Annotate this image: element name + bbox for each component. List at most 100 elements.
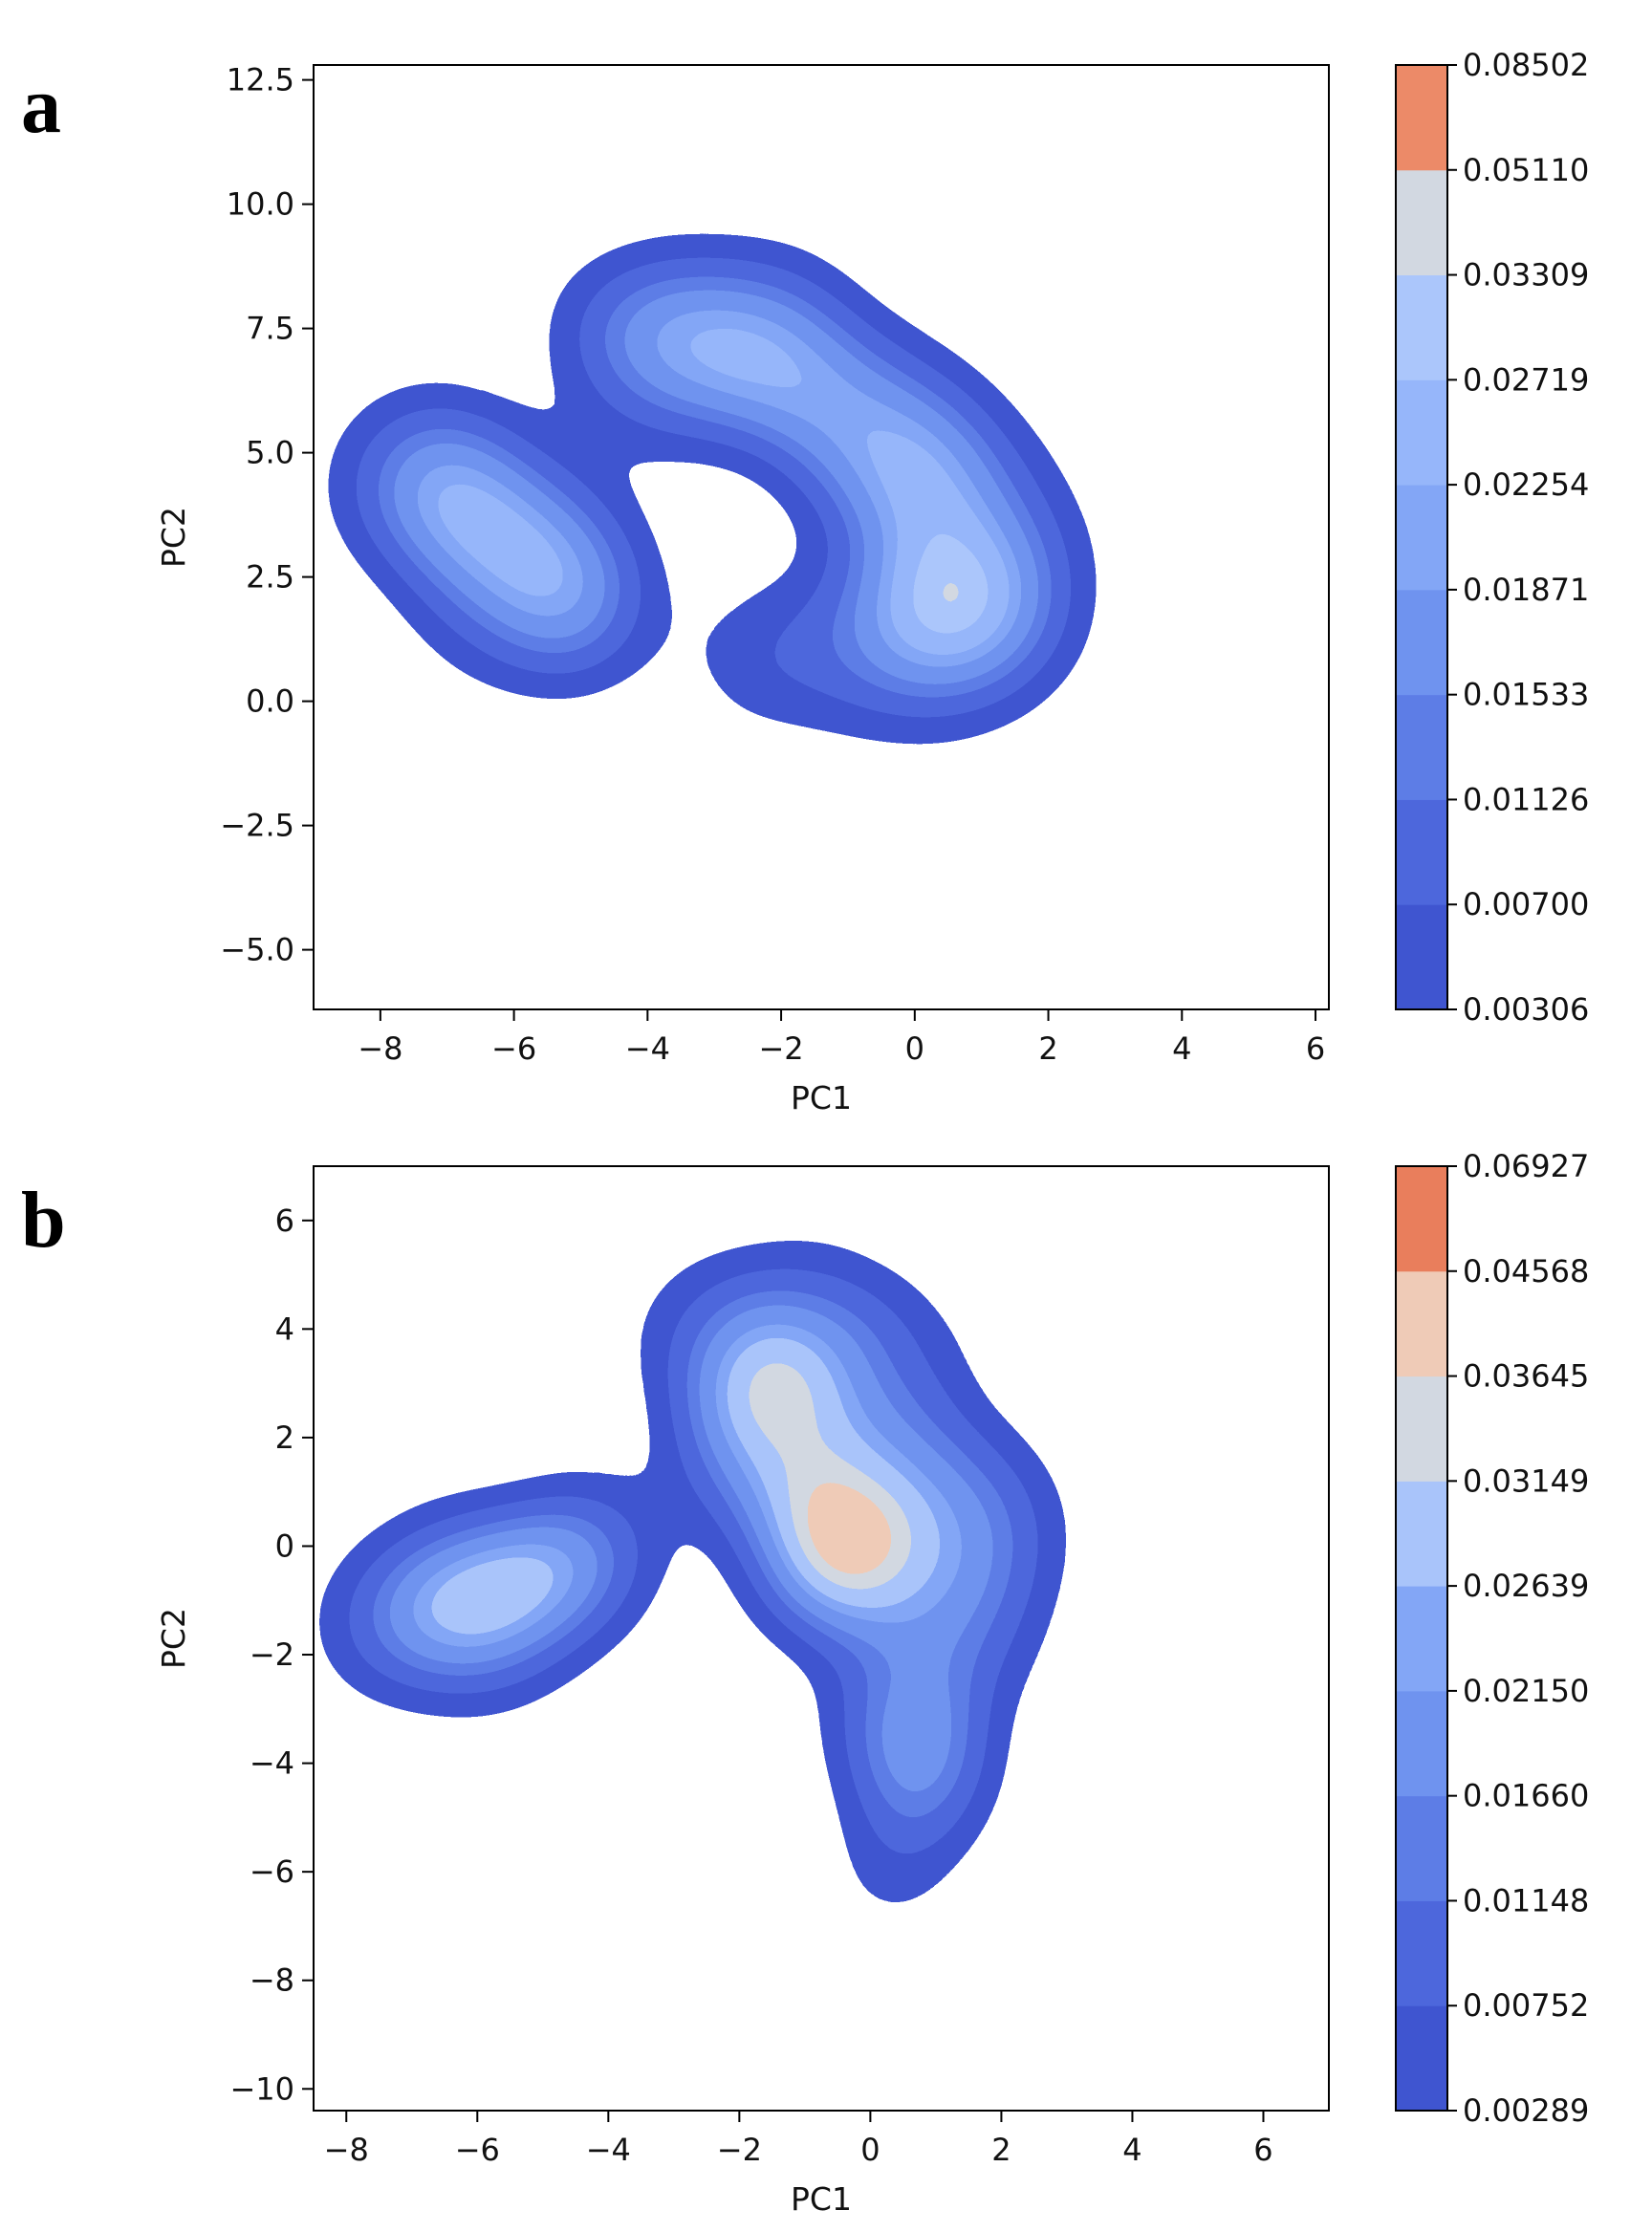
- x-tick-label: 2: [1038, 1030, 1057, 1067]
- y-tick-label: 10.0: [227, 186, 294, 223]
- colorbar-swatch: [1396, 2005, 1447, 2112]
- peak-main-b: [792, 1491, 897, 1606]
- y-tick-label: 2.5: [246, 559, 294, 596]
- colorbar-level-label: 0.02150: [1463, 1673, 1589, 1709]
- plot-frame-b: [313, 1165, 1330, 2112]
- x-tick-label: −4: [586, 2132, 631, 2168]
- x-tick-label: −4: [625, 1030, 670, 1067]
- colorbar-swatch: [1396, 1900, 1447, 2006]
- y-tick-label: 5.0: [246, 435, 294, 471]
- y-tick-label: 6: [275, 1203, 294, 1239]
- colorbar-swatch: [1396, 799, 1447, 905]
- colorbar-level-label: 0.06927: [1463, 1148, 1589, 1184]
- colorbar-level-label: 0.03149: [1463, 1463, 1589, 1499]
- y-tick-label: −4: [250, 1745, 294, 1782]
- colorbar-swatch: [1396, 694, 1447, 800]
- colorbar-swatch: [1396, 274, 1447, 380]
- colorbar-level-label: 0.05110: [1463, 152, 1589, 188]
- density-contours-b: [318, 1243, 1054, 1926]
- colorbar-level-label: 0.00289: [1463, 2092, 1589, 2129]
- colorbar-level-label: 0.01126: [1463, 781, 1589, 817]
- y-axis-label-b: PC2: [155, 1608, 192, 1669]
- density-contours-a: [333, 251, 1078, 734]
- x-tick-label: −8: [358, 1030, 402, 1067]
- x-tick-label: −8: [324, 2132, 369, 2168]
- peak-upper-a: [868, 449, 945, 522]
- y-tick-label: 12.5: [227, 62, 294, 98]
- x-axis-label-a: PC1: [791, 1079, 852, 1116]
- x-tick-label: 4: [1172, 1030, 1191, 1067]
- colorbar-level-label: 0.02639: [1463, 1568, 1589, 1604]
- peak-left-b: [432, 1550, 577, 1623]
- panel-b: b: [21, 1148, 1589, 2218]
- colorbar-level-label: 0.01148: [1463, 1882, 1589, 1918]
- colorbar-level-label: 0.00700: [1463, 886, 1589, 922]
- colorbar-swatch: [1396, 1166, 1447, 1272]
- colorbar-level-label: 0.02254: [1463, 466, 1589, 503]
- colorbar-level-label: 0.01660: [1463, 1778, 1589, 1814]
- panel-a: a: [21, 47, 1589, 1116]
- colorbar-level-label: 0.02719: [1463, 361, 1589, 398]
- x-tick-label: −6: [491, 1030, 536, 1067]
- y-tick-label: −5.0: [220, 932, 294, 968]
- panel-label-a: a: [21, 61, 61, 150]
- x-tick-label: 6: [1306, 1030, 1325, 1067]
- colorbar-swatch: [1396, 1586, 1447, 1692]
- contour-band-b-8: [318, 1243, 1054, 1926]
- colorbar-b: 0.00289 0.00752 0.01148 0.01660 0.02150 0.026…: [1395, 1148, 1589, 2129]
- x-axis-ticks-a: −8 −6 −4 −2 0 2 4 6: [358, 1009, 1325, 1067]
- y-axis-label-a: PC2: [155, 507, 192, 568]
- colorbar-level-label: 0.04568: [1463, 1253, 1589, 1289]
- contour-band-a-8: [333, 251, 1078, 734]
- y-tick-label: −10: [229, 2070, 294, 2107]
- colorbar-level-label: 0.01871: [1463, 572, 1589, 608]
- y-tick-label: 4: [275, 1311, 294, 1347]
- y-tick-label: 2: [275, 1419, 294, 1456]
- colorbar-swatch: [1396, 904, 1447, 1010]
- y-tick-label: 7.5: [246, 311, 294, 347]
- colorbar-swatch: [1396, 1690, 1447, 1797]
- x-axis-label-b: PC1: [791, 2180, 852, 2218]
- y-tick-label: −2: [250, 1636, 294, 1673]
- y-axis-ticks-a: −5.0 −2.5 0.0 2.5 5.0 7.5 10.0 12.5: [220, 62, 314, 968]
- y-tick-label: −8: [250, 1962, 294, 1999]
- y-tick-label: 0.0: [246, 683, 294, 720]
- x-tick-label: 2: [991, 2132, 1011, 2168]
- x-tick-label: 0: [905, 1030, 924, 1067]
- x-tick-label: −2: [758, 1030, 803, 1067]
- panel-label-b: b: [21, 1176, 66, 1265]
- colorbar-level-label: 0.03309: [1463, 257, 1589, 293]
- colorbar-level-label: 0.00752: [1463, 1987, 1589, 2024]
- y-axis-ticks-b: −10 −8 −6 −4 −2 0 2 4 6: [229, 1203, 314, 2107]
- colorbar-a: 0.00306 0.00700 0.01126 0.01533 0.01871 0.022…: [1395, 47, 1589, 1028]
- colorbar-swatch: [1396, 485, 1447, 591]
- colorbar-swatch: [1396, 589, 1447, 696]
- colorbar-frame: [1395, 1165, 1448, 2112]
- mid-mass-a: [385, 282, 1040, 672]
- colorbar-level-label: 0.00306: [1463, 991, 1589, 1028]
- x-axis-ticks-b: −8 −6 −4 −2 0 2 4 6: [324, 2111, 1273, 2168]
- y-tick-label: 0: [275, 1528, 294, 1564]
- x-tick-label: 0: [860, 2132, 880, 2168]
- colorbar-swatch: [1396, 1795, 1447, 1901]
- colorbar-swatch: [1396, 65, 1447, 171]
- y-tick-label: −2.5: [220, 808, 294, 844]
- colorbar-level-label: 0.01533: [1463, 677, 1589, 713]
- x-tick-label: −6: [455, 2132, 500, 2168]
- x-tick-label: 6: [1253, 2132, 1272, 2168]
- peak-upper-b: [729, 1353, 815, 1429]
- colorbar-frame: [1395, 64, 1448, 1010]
- colorbar-swatch: [1396, 1376, 1447, 1482]
- x-tick-label: 4: [1122, 2132, 1141, 2168]
- colorbar-swatch: [1396, 169, 1447, 276]
- colorbar-swatch: [1396, 379, 1447, 486]
- y-tick-label: −6: [250, 1853, 294, 1890]
- plot-frame-a: [313, 64, 1330, 1010]
- colorbar-level-label: 0.03645: [1463, 1358, 1589, 1395]
- colorbar-level-label: 0.08502: [1463, 47, 1589, 83]
- colorbar-swatch: [1396, 1481, 1447, 1587]
- colorbar-swatch: [1396, 1270, 1447, 1377]
- x-tick-label: −2: [717, 2132, 762, 2168]
- peak-main-a: [892, 557, 997, 643]
